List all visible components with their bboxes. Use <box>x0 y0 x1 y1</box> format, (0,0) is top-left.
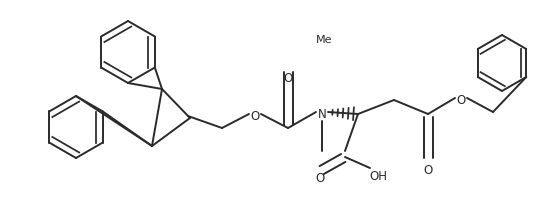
Text: O: O <box>423 163 433 176</box>
Text: Me: Me <box>316 35 332 45</box>
Text: O: O <box>315 172 324 186</box>
Text: OH: OH <box>369 169 387 182</box>
Text: O: O <box>457 93 466 107</box>
Text: O: O <box>284 71 293 84</box>
Text: O: O <box>251 110 260 122</box>
Text: N: N <box>317 107 327 121</box>
